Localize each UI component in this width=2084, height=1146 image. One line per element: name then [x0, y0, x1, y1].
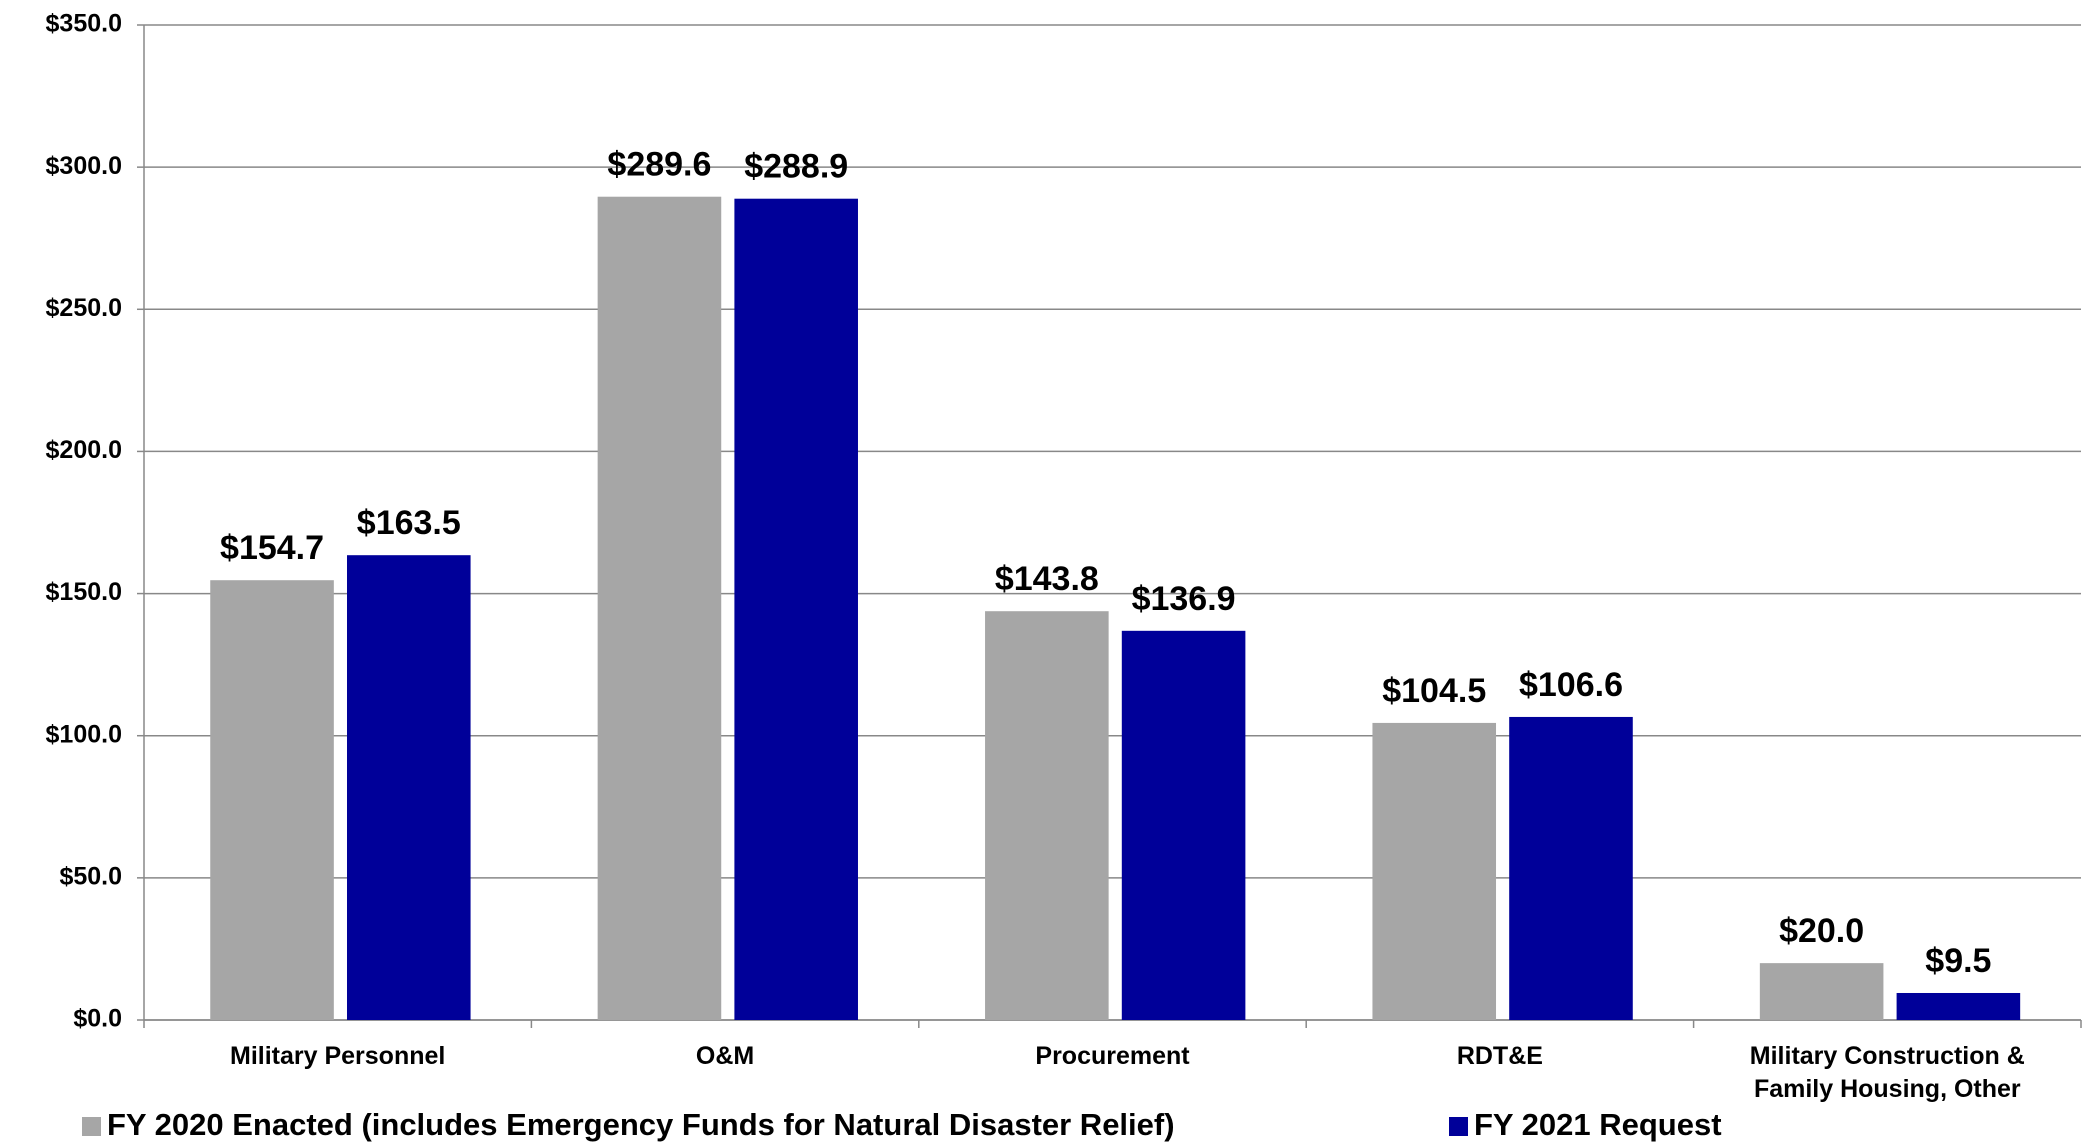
bar [734, 198, 858, 1020]
value-label: $163.5 [357, 504, 461, 542]
bar [210, 580, 334, 1020]
x-tick-label: RDT&E [1456, 1042, 1543, 1070]
x-tick-label: O&M [695, 1042, 755, 1070]
bar [1509, 716, 1633, 1020]
bar [1372, 722, 1497, 1020]
value-label: $9.5 [1925, 942, 1991, 980]
bar [597, 196, 722, 1021]
y-tick-label: $0.0 [73, 1005, 122, 1033]
bar [1759, 963, 1884, 1020]
x-tick-label: Military Construction & Family Housing, … [1749, 1042, 2025, 1103]
y-tick-label: $50.0 [59, 862, 122, 890]
y-tick-label: $300.0 [46, 152, 122, 180]
legend-label: FY 2021 Request [1474, 1107, 1722, 1142]
value-label: $288.9 [744, 148, 848, 186]
bar [1896, 992, 2021, 1020]
bar [346, 555, 471, 1020]
value-label: $154.7 [220, 529, 324, 567]
y-tick-label: $100.0 [46, 720, 122, 748]
legend-swatch [82, 1117, 101, 1136]
value-label: $104.5 [1382, 672, 1486, 710]
bar [1121, 630, 1246, 1020]
y-tick-label: $250.0 [46, 294, 122, 322]
legend-label: FY 2020 Enacted (includes Emergency Fund… [107, 1107, 1175, 1142]
value-label: $20.0 [1779, 912, 1864, 950]
y-tick-label: $200.0 [46, 436, 122, 464]
value-label: $289.6 [607, 146, 711, 184]
legend-swatch [1449, 1117, 1468, 1136]
y-tick-label: $350.0 [46, 10, 122, 38]
y-tick-label: $150.0 [46, 578, 122, 606]
value-label: $136.9 [1132, 580, 1236, 618]
value-label: $143.8 [995, 560, 1099, 598]
x-tick-label: Procurement [1035, 1042, 1190, 1070]
value-label: $106.6 [1519, 666, 1623, 704]
x-tick-label: Military Personnel [230, 1042, 446, 1070]
bar [985, 611, 1109, 1020]
